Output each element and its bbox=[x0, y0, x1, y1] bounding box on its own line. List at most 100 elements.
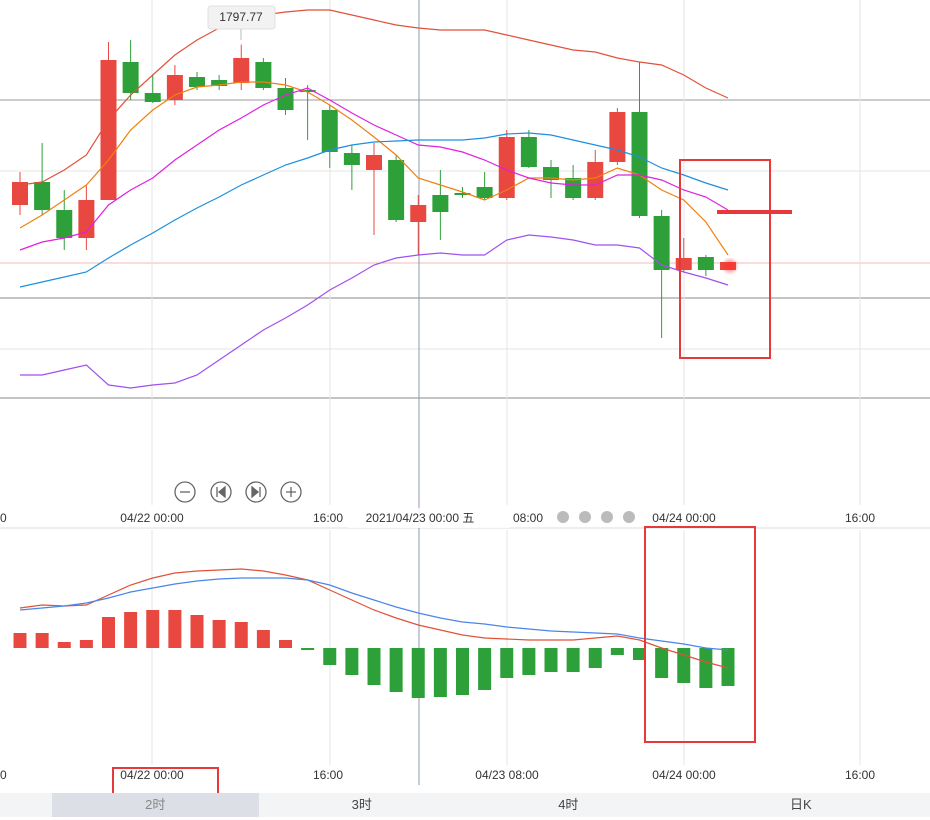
tab[interactable]: 3时 bbox=[351, 797, 372, 812]
macd-bar bbox=[190, 615, 204, 648]
macd-bar bbox=[13, 633, 27, 648]
macd-bar bbox=[566, 648, 580, 672]
macd-bar bbox=[57, 642, 71, 648]
x-tick-label: 04/22 00:00 bbox=[120, 768, 184, 782]
macd-bar bbox=[345, 648, 359, 675]
x-tick-label: 04/24 00:00 bbox=[652, 768, 716, 782]
chart: 1797.77 2021/04/23 00:00 五 00 04/22 00:00… bbox=[0, 0, 930, 793]
candle-body bbox=[609, 112, 626, 162]
indicator-line bbox=[20, 234, 729, 389]
candle-body bbox=[631, 112, 648, 216]
candle-body bbox=[233, 58, 250, 83]
candle-body bbox=[100, 60, 117, 200]
x-tick-label: 16:00 bbox=[845, 768, 875, 782]
x-tick-label: 04/23 08:00 bbox=[475, 768, 539, 782]
candle-body bbox=[12, 182, 28, 205]
x-tick-label: 16:00 bbox=[313, 768, 343, 782]
candle-body bbox=[122, 62, 139, 93]
macd-bar bbox=[500, 648, 514, 678]
candle-body bbox=[56, 210, 73, 238]
candle-body bbox=[587, 162, 604, 198]
tab[interactable]: 日K bbox=[789, 797, 812, 812]
indicator-line bbox=[19, 577, 729, 651]
zoom-in[interactable] bbox=[280, 481, 302, 503]
high-label: 1797.77 bbox=[219, 10, 263, 24]
candle-body bbox=[299, 90, 316, 92]
macd-bar bbox=[633, 648, 646, 660]
candle-body bbox=[543, 167, 559, 180]
macd-bar bbox=[677, 648, 691, 683]
candle-body bbox=[78, 200, 95, 238]
zoom-out[interactable] bbox=[174, 481, 196, 503]
candle-body bbox=[410, 205, 427, 222]
x-tick-label: 16:00 bbox=[845, 511, 875, 525]
x-tick-label: 08:00 bbox=[513, 511, 543, 525]
tabs: 2时 3时 4时 日K bbox=[0, 793, 930, 817]
candle-body bbox=[653, 216, 670, 270]
candle-body bbox=[144, 93, 161, 102]
macd-bar bbox=[168, 610, 182, 648]
controls[interactable] bbox=[174, 481, 302, 503]
tab[interactable]: 2时 bbox=[52, 793, 259, 817]
indicator-line bbox=[19, 132, 729, 288]
macd-bar bbox=[146, 610, 160, 648]
candle-body bbox=[321, 110, 338, 152]
macd-bar bbox=[699, 648, 713, 688]
macd-bar bbox=[234, 622, 248, 648]
candle-body bbox=[34, 182, 51, 210]
candle-body bbox=[565, 178, 582, 198]
macd-bar bbox=[301, 648, 315, 650]
tab[interactable]: 4时 bbox=[558, 797, 579, 812]
candle-body bbox=[520, 137, 537, 167]
candle-body bbox=[498, 137, 515, 198]
macd-bar bbox=[544, 648, 558, 672]
candle-body bbox=[697, 257, 714, 270]
macd-bar bbox=[655, 648, 669, 678]
macd-bar bbox=[721, 648, 735, 686]
x-tick-label: 04/22 00:00 bbox=[120, 511, 184, 525]
macd-bar bbox=[389, 648, 403, 692]
candle-body bbox=[166, 75, 183, 100]
candle-body bbox=[476, 187, 493, 198]
candle-body bbox=[211, 80, 228, 86]
candle-body bbox=[277, 88, 294, 110]
crosshair-label: 2021/04/23 00:00 五 bbox=[366, 511, 475, 525]
macd-bar bbox=[102, 617, 115, 648]
indicator-line bbox=[19, 568, 729, 669]
macd-bar bbox=[323, 648, 337, 665]
dots bbox=[557, 511, 635, 523]
macd-bar bbox=[456, 648, 469, 695]
x-tick-label: 00 bbox=[0, 768, 7, 782]
candle-body bbox=[189, 77, 205, 87]
crosshair-bg bbox=[348, 508, 510, 528]
x-tick-label: 00 bbox=[0, 511, 7, 525]
candle-body bbox=[454, 193, 471, 195]
indicator-line bbox=[19, 9, 729, 186]
macd-bar bbox=[79, 640, 93, 648]
macd-bar bbox=[256, 630, 270, 648]
candle-body bbox=[255, 62, 272, 88]
candle-body bbox=[366, 155, 382, 170]
macd-bar bbox=[588, 648, 602, 668]
candle-body bbox=[343, 153, 360, 165]
indicator-line bbox=[19, 81, 729, 256]
macd-bar bbox=[35, 633, 49, 648]
indicator-line bbox=[19, 87, 729, 251]
x-tick-label: 16:00 bbox=[313, 511, 343, 525]
prev[interactable] bbox=[210, 481, 232, 503]
macd-bar bbox=[124, 612, 138, 648]
candle-body bbox=[388, 160, 405, 220]
macd-bar bbox=[279, 640, 292, 648]
glow bbox=[721, 257, 739, 275]
macd-bar bbox=[522, 648, 536, 675]
macd-bar bbox=[411, 648, 425, 698]
x-tick-label: 04/24 00:00 bbox=[652, 511, 716, 525]
annotations bbox=[112, 159, 792, 793]
candle-body bbox=[432, 195, 449, 212]
macd-bar bbox=[478, 648, 492, 690]
macd-bar bbox=[367, 648, 381, 685]
macd-bar bbox=[433, 648, 447, 697]
macd-bar bbox=[610, 648, 624, 655]
next[interactable] bbox=[245, 481, 267, 503]
